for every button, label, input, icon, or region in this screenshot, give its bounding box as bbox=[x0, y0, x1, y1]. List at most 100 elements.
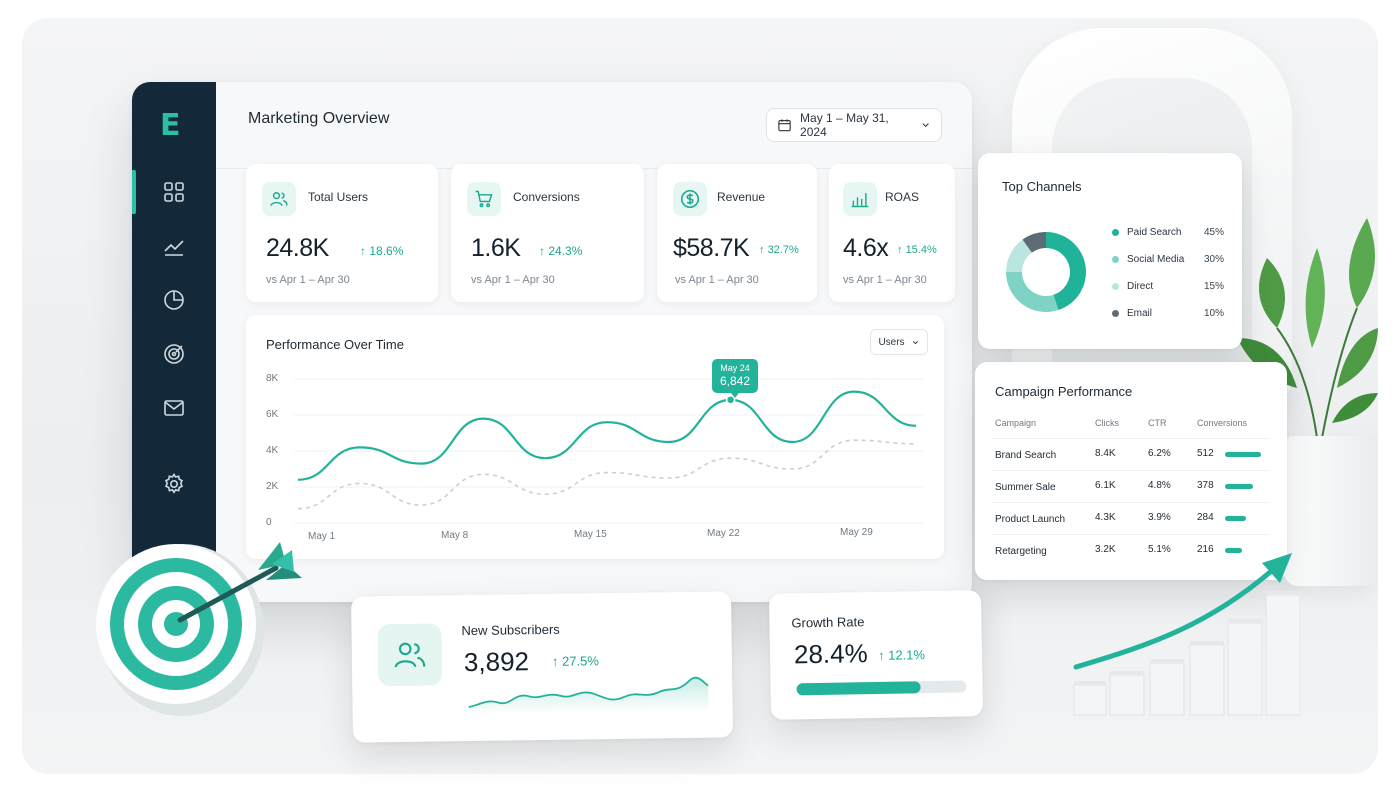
kpi-card-revenue[interactable]: Revenue $58.7K ↑ 32.7% vs Apr 1 – Apr 30 bbox=[657, 164, 817, 302]
users-icon bbox=[377, 623, 443, 687]
legend-item-paid-search: Paid Search 45% bbox=[1112, 227, 1224, 238]
donut-slice-paid-search[interactable] bbox=[1046, 232, 1086, 311]
dashboard-window: E Marketing Overview May 1 – May 31, 202… bbox=[132, 82, 972, 602]
donut-slice-email[interactable] bbox=[1022, 232, 1046, 253]
y-tick-label: 0 bbox=[266, 517, 272, 528]
legend-dot bbox=[1112, 283, 1119, 290]
growth-delta: ↑ 12.1% bbox=[877, 647, 926, 663]
campaign-conversions: 512 bbox=[1197, 448, 1214, 459]
row-divider bbox=[993, 438, 1269, 439]
campaign-performance-panel: Campaign Performance Campaign Clicks CTR… bbox=[975, 362, 1287, 580]
conversion-bar bbox=[1225, 548, 1242, 553]
x-tick-label: May 15 bbox=[574, 529, 607, 540]
grid-icon[interactable] bbox=[162, 180, 186, 204]
performance-chart-card: Performance Over Time Users 8K 6K 4K 2K 0 Ma… bbox=[246, 315, 944, 559]
target-icon[interactable] bbox=[162, 342, 186, 366]
legend-item-email: Email 10% bbox=[1112, 308, 1224, 319]
legend-label: Direct bbox=[1127, 281, 1154, 292]
app-logo[interactable]: E bbox=[160, 108, 181, 143]
conversion-bar bbox=[1225, 452, 1261, 457]
line-chart[interactable] bbox=[294, 375, 924, 535]
trend-icon[interactable] bbox=[162, 234, 186, 258]
subscribers-label: New Subscribers bbox=[461, 621, 560, 639]
column-header: CTR bbox=[1148, 418, 1167, 428]
legend-item-direct: Direct 15% bbox=[1112, 281, 1224, 292]
kpi-label: Revenue bbox=[717, 190, 766, 204]
date-range-picker[interactable]: May 1 – May 31, 2024 bbox=[766, 108, 942, 142]
campaign-name: Summer Sale bbox=[995, 482, 1056, 493]
date-range-label: May 1 – May 31, 2024 bbox=[800, 111, 889, 139]
campaign-title: Campaign Performance bbox=[995, 384, 1133, 399]
growth-bars-illustration bbox=[1073, 553, 1300, 716]
page-title: Marketing Overview bbox=[248, 110, 390, 127]
arrow-up-icon: ↑ bbox=[360, 244, 370, 258]
x-tick-label: May 8 bbox=[441, 530, 469, 541]
new-subscribers-card[interactable]: New Subscribers 3,892 ↑ 27.5% bbox=[350, 591, 734, 743]
legend-dot bbox=[1112, 256, 1119, 263]
top-channels-panel: Top Channels Paid Search 45% Social Medi… bbox=[978, 153, 1242, 349]
kpi-label: Total Users bbox=[308, 190, 369, 204]
row-divider bbox=[993, 534, 1269, 535]
kpi-card-total-users[interactable]: Total Users 24.8K ↑ 18.6% vs Apr 1 – Apr… bbox=[246, 164, 438, 302]
x-tick-label: May 29 bbox=[840, 527, 873, 538]
campaign-ctr: 5.1% bbox=[1148, 544, 1171, 555]
legend-dot bbox=[1112, 229, 1119, 236]
y-tick-label: 6K bbox=[266, 409, 279, 420]
main-content: Marketing Overview May 1 – May 31, 2024 … bbox=[216, 82, 972, 602]
donut-slice-direct[interactable] bbox=[1006, 239, 1032, 272]
growth-rate-card[interactable]: Growth Rate 28.4% ↑ 12.1% bbox=[768, 590, 984, 720]
metric-dropdown-value: Users bbox=[878, 336, 905, 348]
users-series-line bbox=[297, 390, 917, 481]
campaign-conversions: 216 bbox=[1197, 544, 1214, 555]
kpi-label: Conversions bbox=[513, 190, 580, 204]
metric-dropdown[interactable]: Users bbox=[870, 329, 928, 355]
conversion-bar bbox=[1225, 484, 1253, 489]
column-header: Conversions bbox=[1197, 418, 1248, 428]
users-icon bbox=[262, 182, 296, 216]
active-nav-indicator bbox=[132, 170, 136, 214]
chart-tooltip: May 24 6,842 bbox=[712, 359, 758, 398]
gear-icon[interactable] bbox=[162, 472, 186, 496]
growth-progress-fill bbox=[796, 681, 921, 696]
legend-value: 10% bbox=[1203, 308, 1224, 319]
calendar-icon bbox=[778, 119, 791, 132]
kpi-delta: ↑ 24.3% bbox=[539, 244, 583, 258]
pie-icon[interactable] bbox=[162, 288, 186, 312]
arrow-up-icon: ↑ bbox=[759, 244, 768, 256]
legend-value: 15% bbox=[1203, 281, 1224, 292]
comparison-series-line bbox=[297, 439, 917, 510]
arrow-up-icon: ↑ bbox=[539, 244, 549, 258]
kpi-delta: ↑ 18.6% bbox=[360, 244, 404, 258]
arrow-up-icon: ↑ bbox=[877, 647, 889, 663]
legend-label: Email bbox=[1127, 308, 1153, 319]
donut-slice-social-media[interactable] bbox=[1006, 272, 1059, 312]
top-channels-title: Top Channels bbox=[1002, 179, 1082, 194]
kpi-delta: ↑ 15.4% bbox=[897, 244, 937, 256]
kpi-delta: ↑ 32.7% bbox=[759, 244, 799, 256]
x-tick-label: May 1 bbox=[308, 531, 336, 542]
tooltip-date: May 24 bbox=[720, 363, 750, 373]
x-tick-label: May 22 bbox=[707, 528, 740, 539]
dollar-icon bbox=[673, 182, 707, 216]
row-divider bbox=[993, 470, 1269, 471]
y-tick-label: 2K bbox=[266, 481, 279, 492]
row-divider bbox=[993, 502, 1269, 503]
donut-chart[interactable] bbox=[996, 219, 1096, 325]
kpi-comparison: vs Apr 1 – Apr 30 bbox=[471, 274, 555, 286]
kpi-value: 1.6K bbox=[471, 234, 521, 262]
subscribers-sparkline bbox=[468, 676, 709, 716]
conversion-bar bbox=[1225, 516, 1246, 521]
campaign-ctr: 3.9% bbox=[1148, 512, 1171, 523]
kpi-card-conversions[interactable]: Conversions 1.6K ↑ 24.3% vs Apr 1 – Apr … bbox=[451, 164, 644, 302]
campaign-clicks: 8.4K bbox=[1095, 448, 1116, 459]
arrow-up-icon: ↑ bbox=[551, 653, 563, 669]
campaign-ctr: 4.8% bbox=[1148, 480, 1171, 491]
cart-icon bbox=[467, 182, 501, 216]
y-tick-label: 8K bbox=[266, 373, 279, 384]
mail-icon[interactable] bbox=[162, 396, 186, 420]
kpi-label: ROAS bbox=[885, 190, 920, 204]
campaign-clicks: 3.2K bbox=[1095, 544, 1116, 555]
kpi-card-roas[interactable]: ROAS 4.6x ↑ 15.4% vs Apr 1 – Apr 30 bbox=[829, 164, 955, 302]
bar-chart-icon bbox=[843, 182, 877, 216]
legend-dot bbox=[1112, 310, 1119, 317]
